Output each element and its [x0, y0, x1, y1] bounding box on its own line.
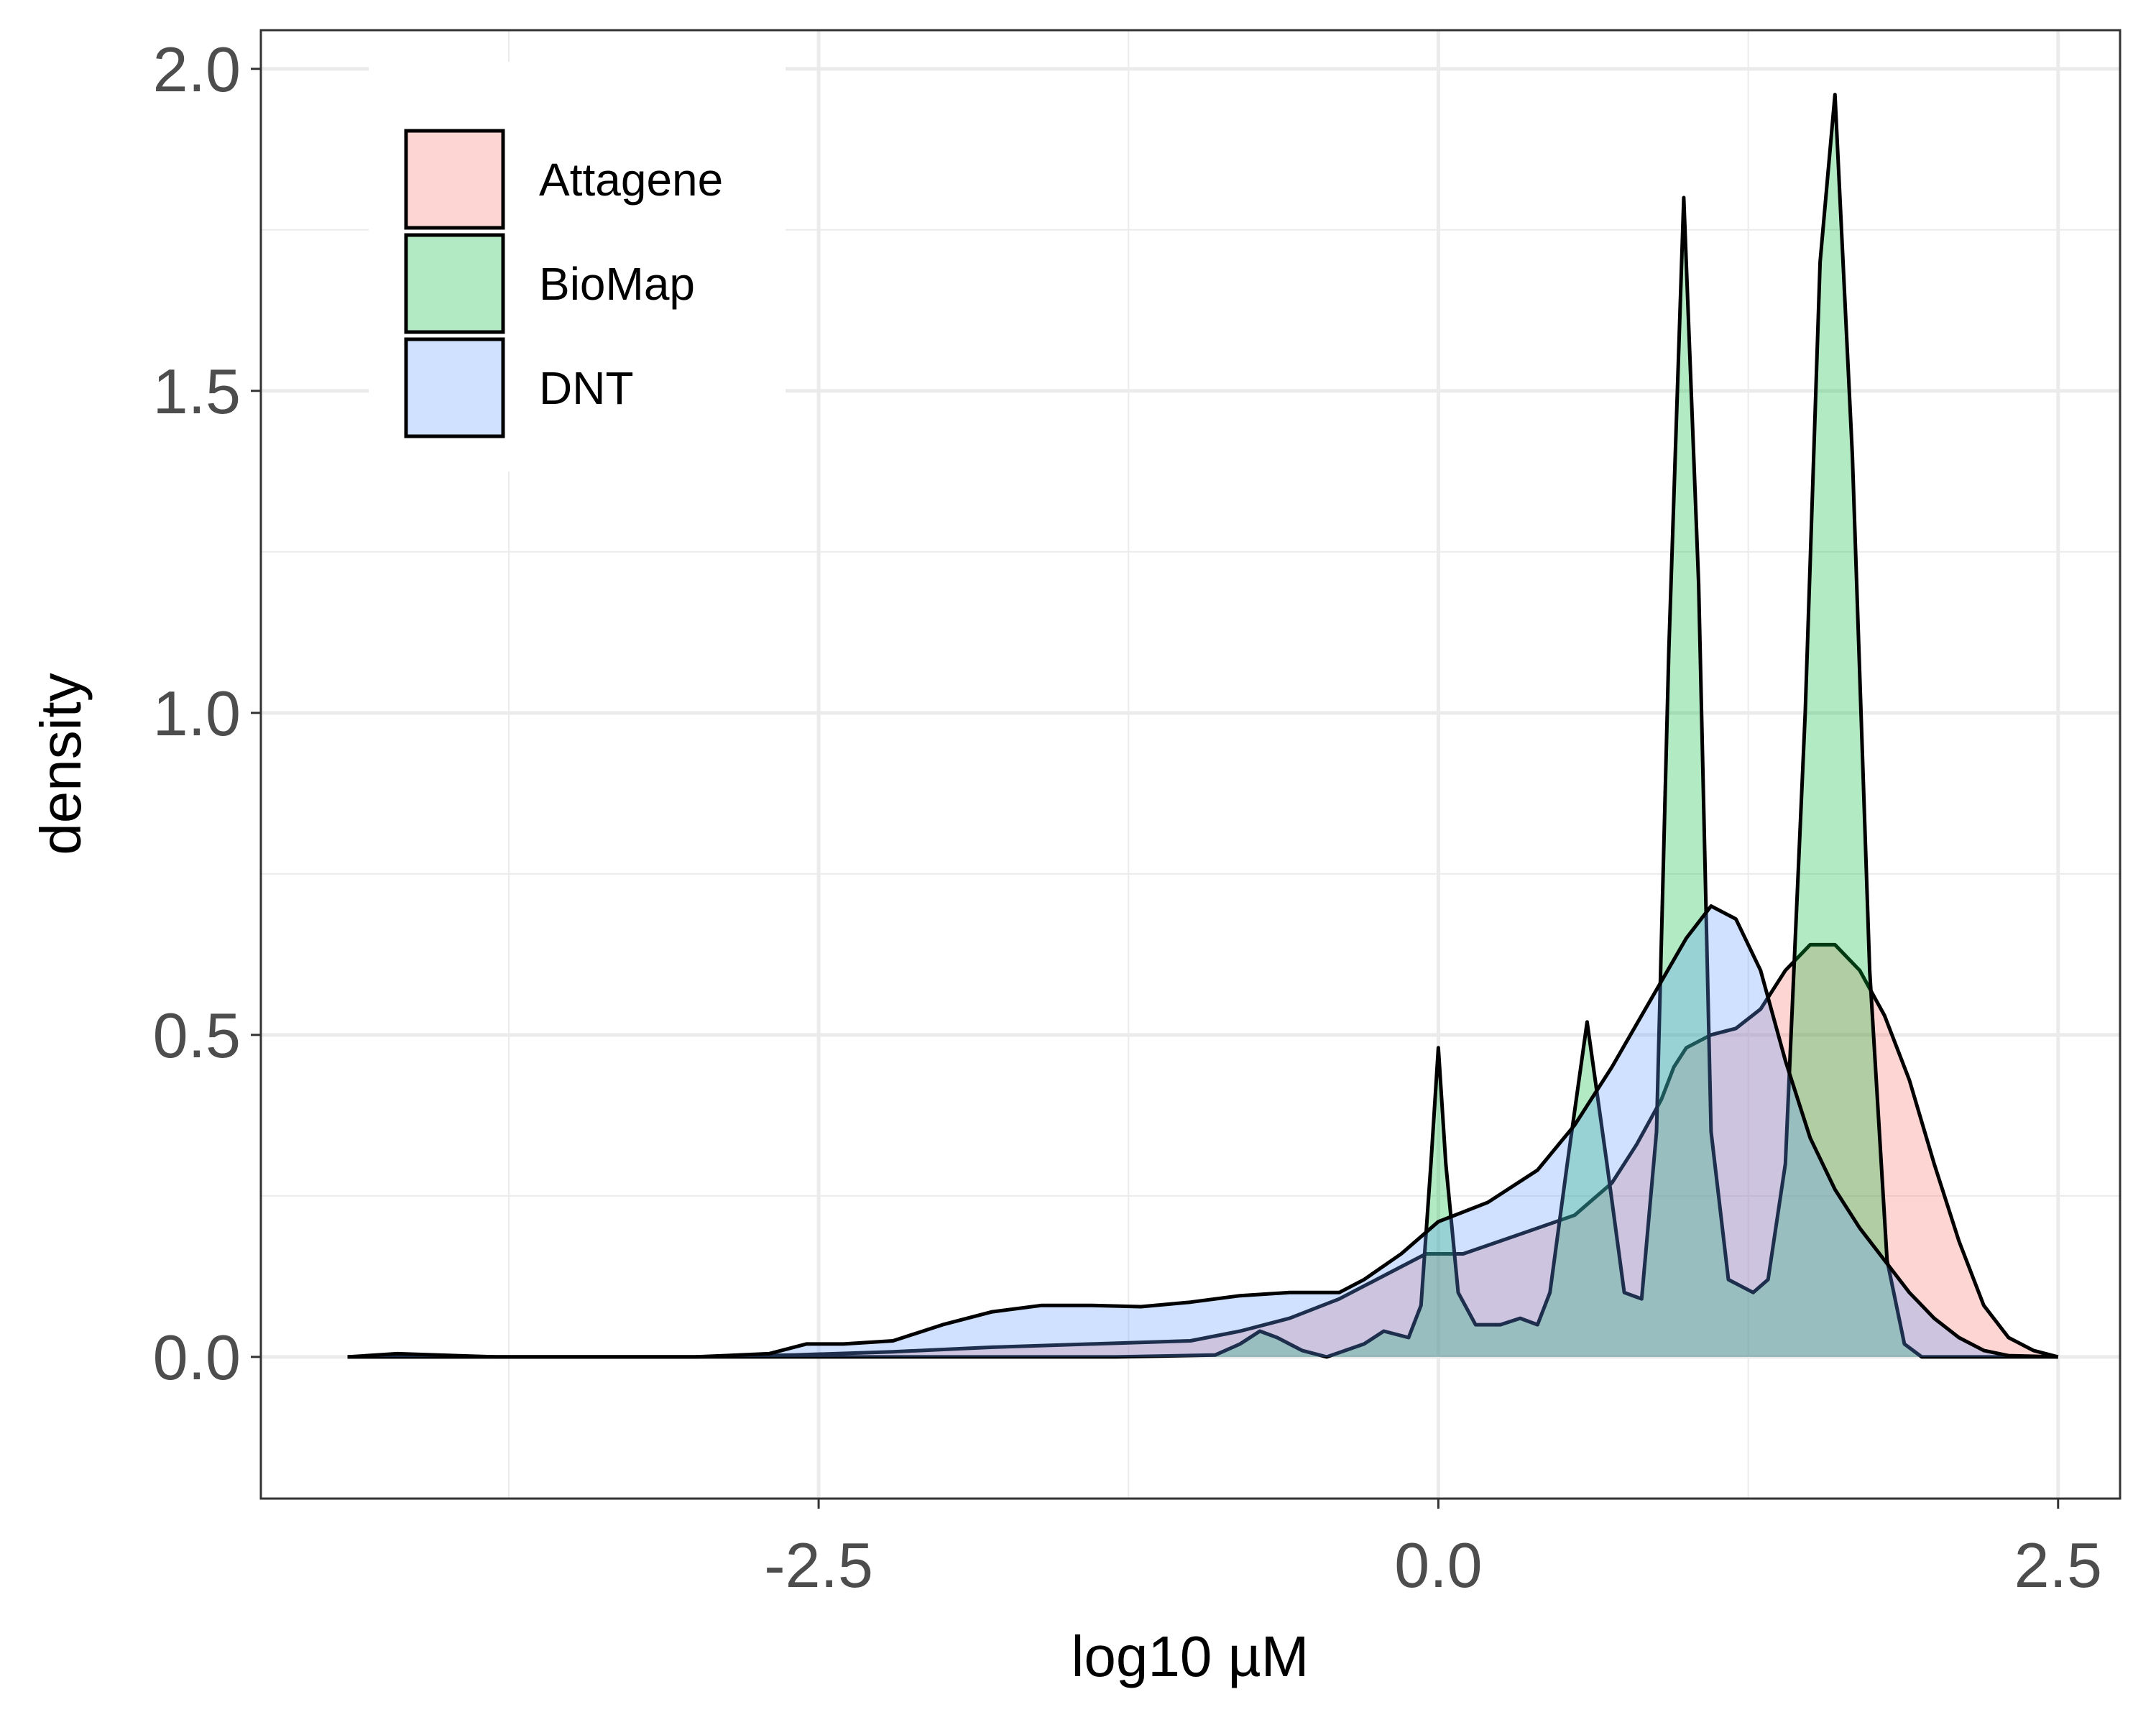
- x-axis-title: log10 µM: [1072, 1624, 1309, 1688]
- x-tick-label: -2.5: [764, 1530, 873, 1601]
- legend-label-biomap: BioMap: [539, 258, 695, 310]
- density-line-biomap: [347, 93, 2058, 1359]
- density-area-dnt: [347, 906, 2058, 1357]
- legend: Attagene BioMap DNT: [369, 62, 786, 472]
- legend-key-dnt: [404, 337, 505, 438]
- y-tick-label: 1.0: [153, 678, 241, 749]
- legend-key-bg-attagene: [406, 131, 503, 228]
- legend-label-dnt: DNT: [539, 362, 634, 414]
- y-axis-ticks: 0.0 0.5 1.0 1.5 2.0: [153, 34, 261, 1393]
- density-line-attagene: [347, 942, 2059, 1359]
- x-tick-label: 2.5: [2014, 1530, 2102, 1601]
- plot-border: [259, 29, 2122, 1500]
- legend-label-attagene: Attagene: [539, 154, 723, 206]
- legend-key-biomap: [404, 233, 505, 334]
- y-tick-label: 2.0: [153, 34, 241, 105]
- density-line-dnt: [347, 904, 2058, 1359]
- y-tick-label: 0.0: [153, 1322, 241, 1393]
- y-tick-label: 1.5: [153, 356, 241, 427]
- legend-key-attagene: [404, 129, 505, 230]
- density-area-attagene: [347, 944, 2058, 1357]
- y-axis-title: density: [29, 673, 93, 855]
- y-tick-label: 0.5: [153, 1000, 241, 1071]
- x-axis-ticks: -2.5 0.0 2.5: [764, 1499, 2102, 1601]
- legend-key-bg-biomap: [406, 235, 503, 332]
- density-areas: [347, 93, 2059, 1359]
- legend-key-bg-dnt: [406, 339, 503, 436]
- x-tick-label: 0.0: [1394, 1530, 1482, 1601]
